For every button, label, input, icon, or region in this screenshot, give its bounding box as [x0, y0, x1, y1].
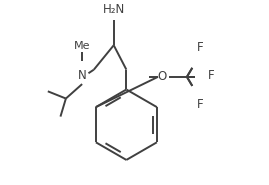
Text: Me: Me	[74, 41, 90, 51]
Text: H₂N: H₂N	[102, 3, 125, 16]
Text: O: O	[158, 70, 167, 83]
Text: F: F	[208, 69, 214, 83]
Text: N: N	[78, 69, 87, 83]
Text: F: F	[197, 41, 203, 54]
Text: F: F	[197, 98, 203, 111]
